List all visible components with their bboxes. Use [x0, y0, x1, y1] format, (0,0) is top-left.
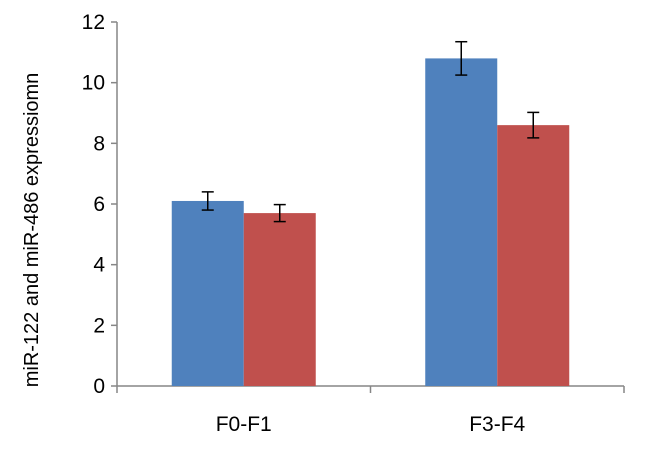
bars	[171, 58, 570, 387]
bar-f0-f1-series-2	[243, 213, 316, 386]
x-category-label: F3-F4	[469, 413, 525, 436]
y-axis-title: miR-122 and miR-486 expressiomn	[21, 73, 43, 388]
y-tick-label: 12	[82, 11, 105, 34]
y-ticks: 0 2 4 6 8 10 12	[82, 11, 117, 398]
error-bars	[201, 40, 540, 223]
y-tick-label: 8	[93, 132, 105, 155]
bar-f0-f1-series-1	[171, 200, 244, 386]
x-ticks	[116, 386, 625, 393]
bar-f3-f4-series-1	[425, 58, 498, 387]
y-tick-label: 6	[93, 193, 105, 216]
x-category-labels: F0-F1 F3-F4	[216, 413, 526, 436]
x-category-label: F0-F1	[216, 413, 272, 436]
y-tick-label: 2	[93, 314, 105, 337]
bar-f3-f4-series-2	[497, 125, 570, 386]
y-tick-label: 4	[93, 254, 105, 277]
y-tick-label: 10	[82, 72, 105, 95]
y-tick-label: 0	[93, 375, 105, 398]
